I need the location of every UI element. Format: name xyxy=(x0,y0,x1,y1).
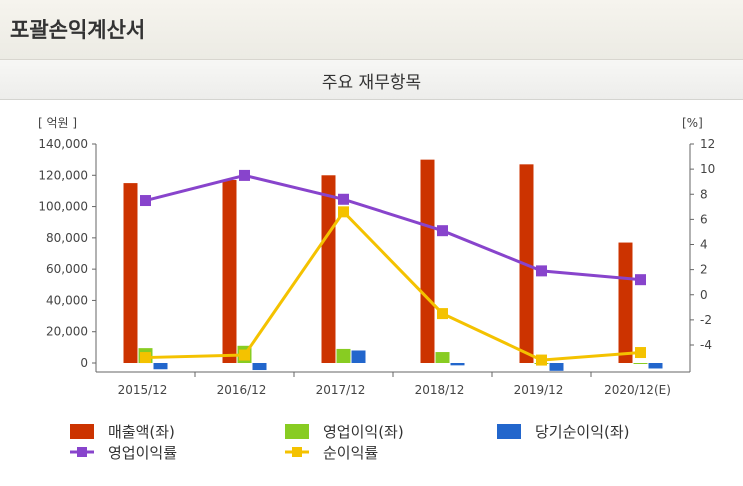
legend-swatch xyxy=(70,424,94,439)
operating-margin-point xyxy=(338,193,349,205)
net-margin-line xyxy=(145,209,641,362)
operating-income-bar xyxy=(435,352,450,363)
legend-label: 순이익률 xyxy=(323,444,378,462)
legend-swatch-point xyxy=(77,447,87,457)
net-income-bar xyxy=(648,363,663,369)
right-tick-label: 8 xyxy=(700,187,708,201)
net-margin-point xyxy=(338,206,349,218)
net-income-bar xyxy=(252,363,267,371)
x-tick-label: 2016/12 xyxy=(217,383,267,397)
net-margin-point xyxy=(140,352,151,364)
net-income-bar xyxy=(351,350,366,363)
revenue-bar xyxy=(222,179,237,363)
right-tick-label: 6 xyxy=(700,212,708,226)
legend-swatch xyxy=(285,424,309,439)
left-tick-label: 100,000 xyxy=(38,200,88,214)
net-margin-point xyxy=(536,354,547,366)
left-tick-label: 80,000 xyxy=(46,231,88,245)
x-tick-label: 2020/12(E) xyxy=(604,383,671,397)
left-axis-label: [ 억원 ] xyxy=(38,116,77,130)
left-tick-label: 60,000 xyxy=(46,262,88,276)
chart-section-title: 주요 재무항목 xyxy=(321,73,422,93)
right-tick-label: 4 xyxy=(700,238,708,252)
left-tick-label: 120,000 xyxy=(38,168,88,182)
net-income-bar xyxy=(549,363,564,371)
operating-margin-point xyxy=(536,265,547,277)
x-tick-label: 2019/12 xyxy=(514,383,564,397)
right-tick-label: 12 xyxy=(700,137,715,151)
chart-section-header: 주요 재무항목 xyxy=(0,60,743,100)
operating-income-bar xyxy=(336,348,351,363)
net-margin-point xyxy=(239,349,250,361)
right-tick-label: 2 xyxy=(700,263,708,277)
right-tick-label: 0 xyxy=(700,288,708,302)
revenue-bar xyxy=(618,242,633,363)
net-margin-point xyxy=(635,347,646,359)
operating-margin-point xyxy=(140,195,151,207)
legend-swatch-point xyxy=(292,447,302,457)
right-tick-label: -4 xyxy=(700,338,712,352)
operating-margin-point xyxy=(635,274,646,286)
left-tick-label: 140,000 xyxy=(38,137,88,151)
revenue-bar xyxy=(123,183,138,363)
page-header: 포괄손익계산서 xyxy=(0,0,743,60)
right-axis-label: [%] xyxy=(682,116,703,130)
operating-margin-line xyxy=(145,173,641,282)
left-tick-label: 0 xyxy=(80,356,88,370)
net-margin-point xyxy=(437,308,448,320)
operating-margin-point xyxy=(239,169,250,181)
net-income-bar xyxy=(450,363,465,366)
legend-label: 영업이익률 xyxy=(108,444,177,462)
left-tick-label: 20,000 xyxy=(46,325,88,339)
legend-label: 매출액(좌) xyxy=(108,423,175,441)
financial-chart: [ 억원 ] [%] 140,000120,000100,00080,00060… xyxy=(38,116,715,462)
x-tick-label: 2018/12 xyxy=(415,383,465,397)
legend-swatch xyxy=(497,424,521,439)
right-tick-label: 10 xyxy=(700,162,715,176)
revenue-bar xyxy=(420,159,435,363)
x-tick-label: 2015/12 xyxy=(118,383,168,397)
page-title: 포괄손익계산서 xyxy=(10,18,146,42)
right-tick-label: -2 xyxy=(700,313,712,327)
net-income-bar xyxy=(153,363,168,370)
left-tick-label: 40,000 xyxy=(46,293,88,307)
x-tick-label: 2017/12 xyxy=(316,383,366,397)
revenue-bar xyxy=(321,175,336,363)
plot-area: 140,000 120,000 100,000 80,000 60,000 40,000 2… xyxy=(38,137,715,397)
legend-label: 당기순이익(좌) xyxy=(535,423,630,441)
operating-margin-point xyxy=(437,225,448,237)
legend-label: 영업이익(좌) xyxy=(323,423,404,441)
chart-legend: 매출액(좌) 영업이익(좌) 당기순이익(좌) 영업이익률 순이익률 xyxy=(70,423,630,462)
operating-income-bar xyxy=(633,363,648,364)
